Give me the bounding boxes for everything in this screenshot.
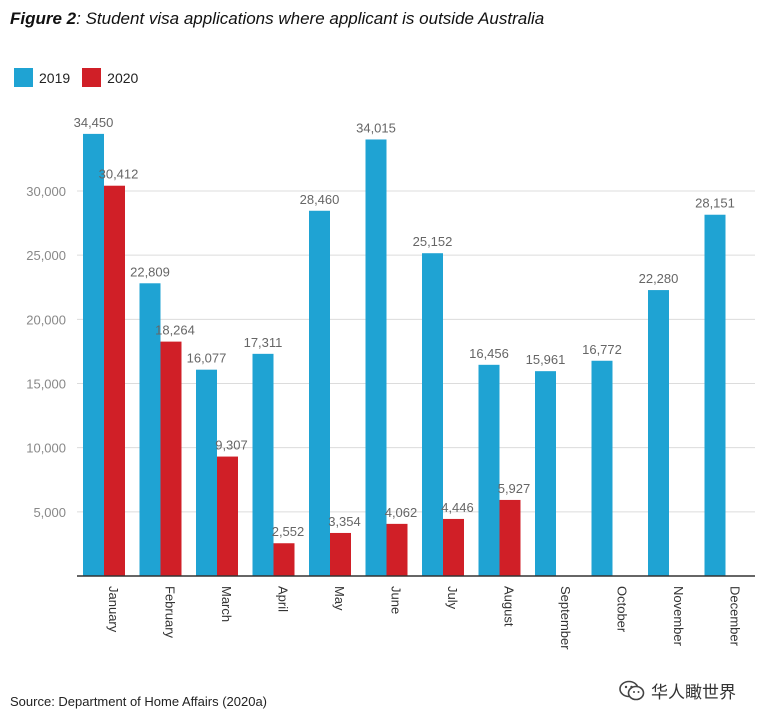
x-tick-label: October: [615, 586, 630, 633]
data-label-2020: 5,927: [498, 481, 531, 496]
x-tick-label: December: [728, 586, 743, 647]
legend: 2019 2020: [14, 68, 150, 87]
bar-2019: [591, 360, 613, 576]
bar-2019: [422, 253, 443, 576]
legend-swatch-2019: [14, 68, 33, 87]
data-label-2019: 15,961: [526, 352, 566, 367]
bar-2019: [196, 369, 217, 576]
bar-chart: 5,000 10,000 15,000 20,000 25,000 30,000 34,45…: [26, 115, 755, 650]
bar-2019: [478, 364, 500, 576]
bar-2019: [252, 353, 274, 576]
bar-2020: [330, 532, 351, 576]
bar-2019: [365, 139, 387, 576]
x-tick-label: March: [219, 586, 234, 622]
data-label-2020: 3,354: [328, 514, 361, 529]
y-tick-label: 20,000: [26, 312, 66, 327]
bar-2020: [386, 523, 408, 576]
bar-2020: [499, 499, 521, 576]
y-tick-label: 10,000: [26, 441, 66, 456]
data-label-2019: 22,280: [639, 271, 679, 286]
data-label-2019: 22,809: [130, 264, 170, 279]
data-label-2019: 25,152: [413, 234, 453, 249]
data-label-2019: 34,450: [74, 115, 114, 130]
bar-2020: [217, 456, 238, 576]
legend-swatch-2020: [82, 68, 102, 87]
y-tick-label: 5,000: [33, 505, 66, 520]
bar-2020: [160, 341, 182, 576]
bar-2019: [535, 371, 556, 576]
x-tick-label: September: [558, 586, 573, 650]
x-tick-label: January: [106, 586, 121, 633]
y-tick-label: 15,000: [26, 377, 66, 392]
x-tick-label: July: [445, 586, 460, 610]
data-label-2020: 30,412: [99, 167, 139, 182]
data-label-2020: 4,446: [441, 500, 474, 515]
data-label-2019: 16,772: [582, 342, 622, 357]
data-label-2019: 16,456: [469, 346, 509, 361]
data-label-2019: 28,460: [300, 192, 340, 207]
bar-2019: [139, 283, 161, 576]
data-label-2020: 4,062: [385, 505, 418, 520]
bar-2020: [273, 543, 295, 576]
legend-label-2019: 2019: [39, 69, 71, 86]
bar-2020: [443, 518, 464, 576]
data-label-2020: 18,264: [155, 323, 195, 338]
bar-2020: [104, 185, 125, 577]
legend-label-2020: 2020: [107, 69, 139, 86]
y-tick-label: 25,000: [26, 248, 66, 263]
data-label-2019: 16,077: [187, 351, 227, 366]
data-label-2020: 9,307: [215, 438, 248, 453]
data-label-2020: 2,552: [272, 524, 305, 539]
x-tick-label: June: [389, 586, 404, 614]
x-tick-label: April: [276, 586, 291, 612]
x-tick-label: August: [502, 586, 517, 627]
bar-2019: [309, 210, 330, 576]
data-label-2019: 28,151: [695, 196, 735, 211]
watermark: 华人瞰世界: [619, 678, 736, 703]
bar-2019: [648, 290, 669, 576]
bar-2019: [704, 214, 726, 577]
bar-2019: [83, 133, 104, 576]
wechat-icon: [619, 680, 645, 700]
source-note: Source: Department of Home Affairs (2020…: [10, 694, 267, 709]
y-tick-label: 30,000: [26, 184, 66, 199]
data-label-2019: 17,311: [244, 335, 283, 350]
figure-caption: : Student visa applications where applic…: [76, 9, 545, 28]
chart-title: Figure 2: Student visa applications wher…: [10, 9, 544, 29]
legend-item-2020: 2020: [82, 68, 138, 87]
watermark-text: 华人瞰世界: [651, 683, 736, 702]
x-tick-label: May: [332, 586, 347, 611]
legend-item-2019: 2019: [14, 68, 70, 87]
figure-number: Figure 2: [10, 9, 77, 28]
x-tick-label: November: [671, 586, 686, 647]
x-tick-label: February: [163, 586, 178, 639]
data-label-2019: 34,015: [356, 120, 396, 135]
